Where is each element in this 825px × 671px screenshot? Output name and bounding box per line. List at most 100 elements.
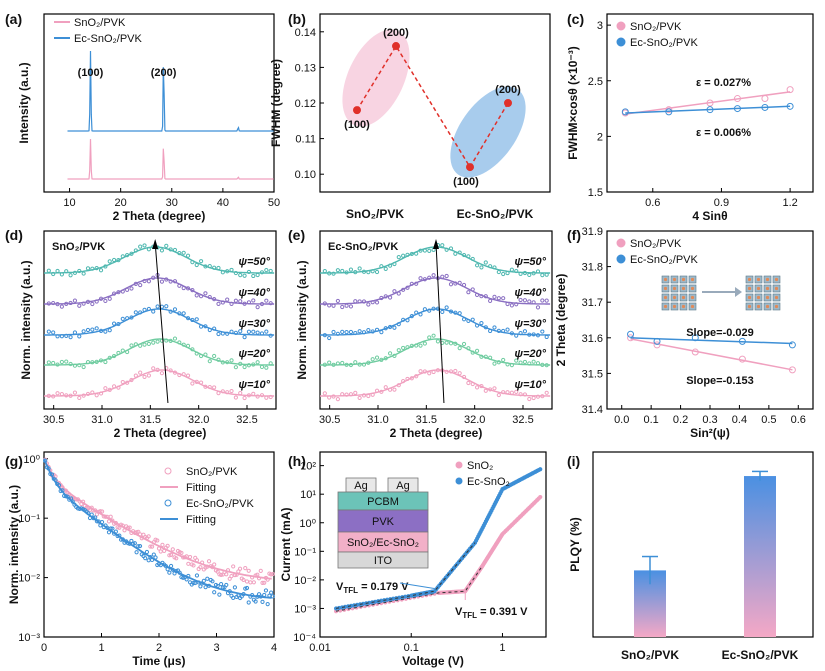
y-axis-title: Intensity (a.u.) bbox=[17, 62, 31, 143]
data-point bbox=[260, 599, 265, 605]
lattice-atom bbox=[774, 304, 779, 309]
data-point bbox=[457, 371, 462, 376]
lattice-atom bbox=[765, 304, 770, 309]
data-point bbox=[374, 269, 380, 275]
x-tick-label: 31.5 bbox=[416, 414, 437, 426]
y-tick-label: 0.10 bbox=[295, 169, 316, 181]
data-point bbox=[229, 358, 234, 363]
data-point bbox=[117, 525, 122, 530]
data-point bbox=[488, 298, 493, 303]
data-point bbox=[251, 391, 256, 396]
data-point bbox=[107, 259, 112, 264]
data-point bbox=[55, 391, 60, 396]
arrow-head bbox=[433, 239, 439, 249]
data-point bbox=[270, 594, 275, 599]
lattice-atom bbox=[756, 277, 761, 282]
data-point bbox=[264, 365, 269, 370]
data-point bbox=[231, 595, 236, 600]
data-point bbox=[392, 387, 397, 392]
x-tick-label: 31.0 bbox=[91, 414, 112, 426]
data-point bbox=[90, 301, 95, 307]
data-point bbox=[544, 390, 549, 395]
tangent-line bbox=[336, 542, 476, 609]
data-point bbox=[627, 330, 635, 338]
data-point bbox=[144, 549, 150, 555]
y-tick-label: 31.7 bbox=[582, 297, 603, 309]
data-point bbox=[522, 298, 528, 303]
data-point bbox=[492, 294, 497, 299]
fwhm-point bbox=[392, 42, 400, 51]
data-point bbox=[51, 300, 56, 306]
x-category-label: SnO₂/PVK bbox=[346, 207, 404, 221]
y-tick-label: 0.11 bbox=[295, 134, 316, 146]
panel-h-frame bbox=[319, 451, 547, 638]
data-point bbox=[224, 572, 229, 577]
lattice-atom bbox=[765, 286, 770, 291]
data-point bbox=[146, 558, 151, 563]
data-point bbox=[786, 102, 794, 110]
y-axis-title: Norm. intensity (a.u.) bbox=[295, 260, 309, 379]
data-point bbox=[217, 592, 222, 597]
data-point bbox=[212, 590, 217, 595]
psi-label: ψ=50° bbox=[514, 256, 546, 268]
lattice-atom bbox=[765, 277, 770, 282]
data-point bbox=[116, 290, 121, 295]
data-point bbox=[174, 556, 179, 561]
y-tick-label: 10⁰ bbox=[23, 454, 40, 466]
y-axis-title: Norm. intensity (a.u.) bbox=[7, 485, 21, 604]
x-tick-label: 0.3 bbox=[702, 414, 717, 426]
data-point bbox=[81, 329, 86, 334]
peak-shift-arrow bbox=[154, 242, 169, 404]
data-point bbox=[191, 563, 196, 568]
panel-label: (c) bbox=[567, 11, 584, 27]
data-point bbox=[691, 334, 699, 342]
peak-label: (100) bbox=[78, 67, 104, 79]
data-point bbox=[538, 467, 543, 472]
data-point bbox=[191, 580, 196, 586]
lattice-atom bbox=[681, 286, 686, 291]
y-tick-label: 0.14 bbox=[295, 27, 316, 39]
data-point bbox=[46, 360, 51, 365]
data-point bbox=[322, 391, 327, 396]
data-point bbox=[474, 263, 480, 268]
data-point bbox=[110, 526, 115, 531]
data-point bbox=[327, 360, 332, 365]
x-tick-label: 10 bbox=[63, 197, 75, 209]
data-point bbox=[531, 395, 536, 401]
legend-marker bbox=[164, 467, 172, 475]
x-tick-label: 32.5 bbox=[512, 414, 533, 426]
panel-label: (e) bbox=[288, 227, 305, 243]
data-point bbox=[653, 337, 661, 345]
data-point bbox=[357, 395, 362, 401]
data-point bbox=[194, 317, 199, 322]
x-tick-label: 40 bbox=[217, 197, 229, 209]
data-point bbox=[483, 388, 488, 393]
fwhm-point bbox=[504, 99, 512, 107]
legend-label: Fitting bbox=[186, 514, 216, 526]
data-point bbox=[150, 544, 155, 549]
data-point bbox=[474, 348, 480, 353]
legend-label: Ec-SnO₂/PVK bbox=[630, 254, 699, 266]
data-point bbox=[483, 260, 488, 265]
y-tick-label: 0.12 bbox=[295, 98, 316, 110]
psi-label: ψ=20° bbox=[514, 348, 546, 360]
data-point bbox=[233, 365, 238, 370]
x-tick-label: 0.6 bbox=[645, 197, 660, 209]
data-point bbox=[501, 271, 506, 277]
data-point bbox=[181, 250, 186, 255]
data-point bbox=[448, 282, 454, 287]
vtfl-label: VTFL = 0.179 V bbox=[336, 581, 409, 595]
legend-marker bbox=[616, 37, 626, 47]
data-point bbox=[474, 385, 480, 390]
x-tick-label: 32.5 bbox=[236, 414, 257, 426]
data-point bbox=[185, 286, 191, 291]
data-point bbox=[348, 267, 354, 272]
vtfl-label: VTFL = 0.391 V bbox=[455, 606, 528, 620]
point-label: (200) bbox=[495, 84, 521, 96]
data-point bbox=[142, 374, 147, 380]
fit-line bbox=[625, 105, 791, 114]
data-point bbox=[522, 329, 528, 334]
x-tick-label: 0.2 bbox=[673, 414, 688, 426]
slope-label: Slope=-0.153 bbox=[686, 375, 754, 387]
data-point bbox=[761, 95, 769, 103]
